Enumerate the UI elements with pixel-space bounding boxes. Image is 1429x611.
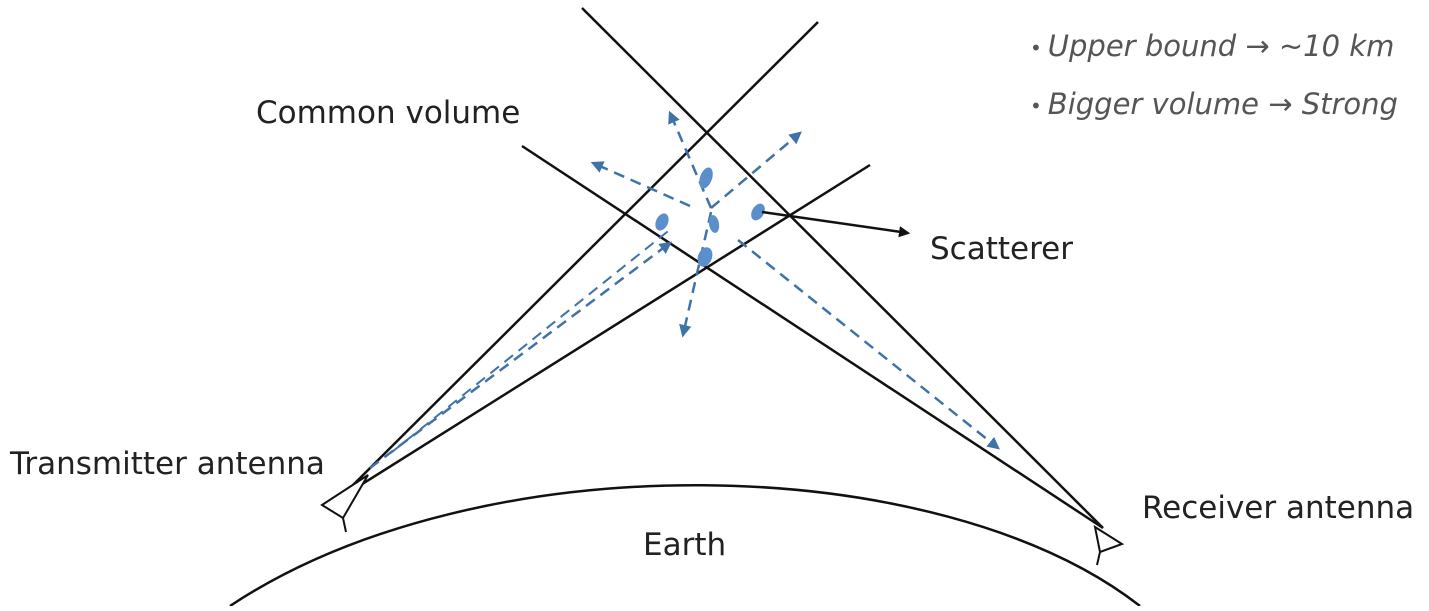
scatterer-particle	[699, 167, 713, 189]
scattered-ray-down	[679, 211, 713, 338]
earth-surface-curve	[229, 484, 1141, 608]
rx-beam-upper-edge	[581, 7, 1104, 529]
scatterer-particle	[655, 213, 669, 231]
label-earth: Earth	[643, 527, 727, 563]
bullet-text: Upper bound → ~10 km	[1047, 29, 1395, 63]
scattered-ray-up-right	[710, 131, 802, 209]
bullet-dot: •	[1030, 36, 1042, 60]
scatterer-particles	[655, 167, 765, 267]
bullet-item: • Bigger volume → Strong	[1030, 76, 1429, 134]
bullet-list: • Upper bound → ~10 km • Bigger volume → S…	[1030, 18, 1429, 134]
bullet-dot: •	[1030, 94, 1042, 118]
receiver-antenna-icon	[1093, 524, 1125, 566]
bullet-item: • Upper bound → ~10 km	[1030, 18, 1429, 76]
scatterer-particle	[751, 203, 765, 221]
incident-ray-upper	[369, 241, 672, 469]
scattered-ray-left	[590, 161, 691, 208]
tx-beam-lower-edge	[339, 163, 871, 500]
label-scatterer: Scatterer	[930, 231, 1073, 267]
scattered-ray-up	[668, 110, 713, 209]
rx-beam-lower-edge	[521, 144, 1104, 530]
scatterer-particle	[697, 247, 713, 267]
label-common-volume: Common volume	[256, 95, 521, 131]
scatterer-pointer-arrow	[761, 210, 911, 238]
incident-ray-lower	[391, 227, 673, 453]
scattered-ray-to-receiver	[737, 239, 1000, 450]
transmitter-antenna-icon	[320, 474, 369, 533]
label-receiver-antenna: Receiver antenna	[1142, 490, 1415, 526]
bullet-text: Bigger volume → Strong	[1047, 87, 1398, 121]
label-transmitter-antenna: Transmitter antenna	[10, 446, 325, 482]
scatterer-particle	[708, 215, 720, 233]
tx-beam-upper-edge	[339, 21, 819, 499]
